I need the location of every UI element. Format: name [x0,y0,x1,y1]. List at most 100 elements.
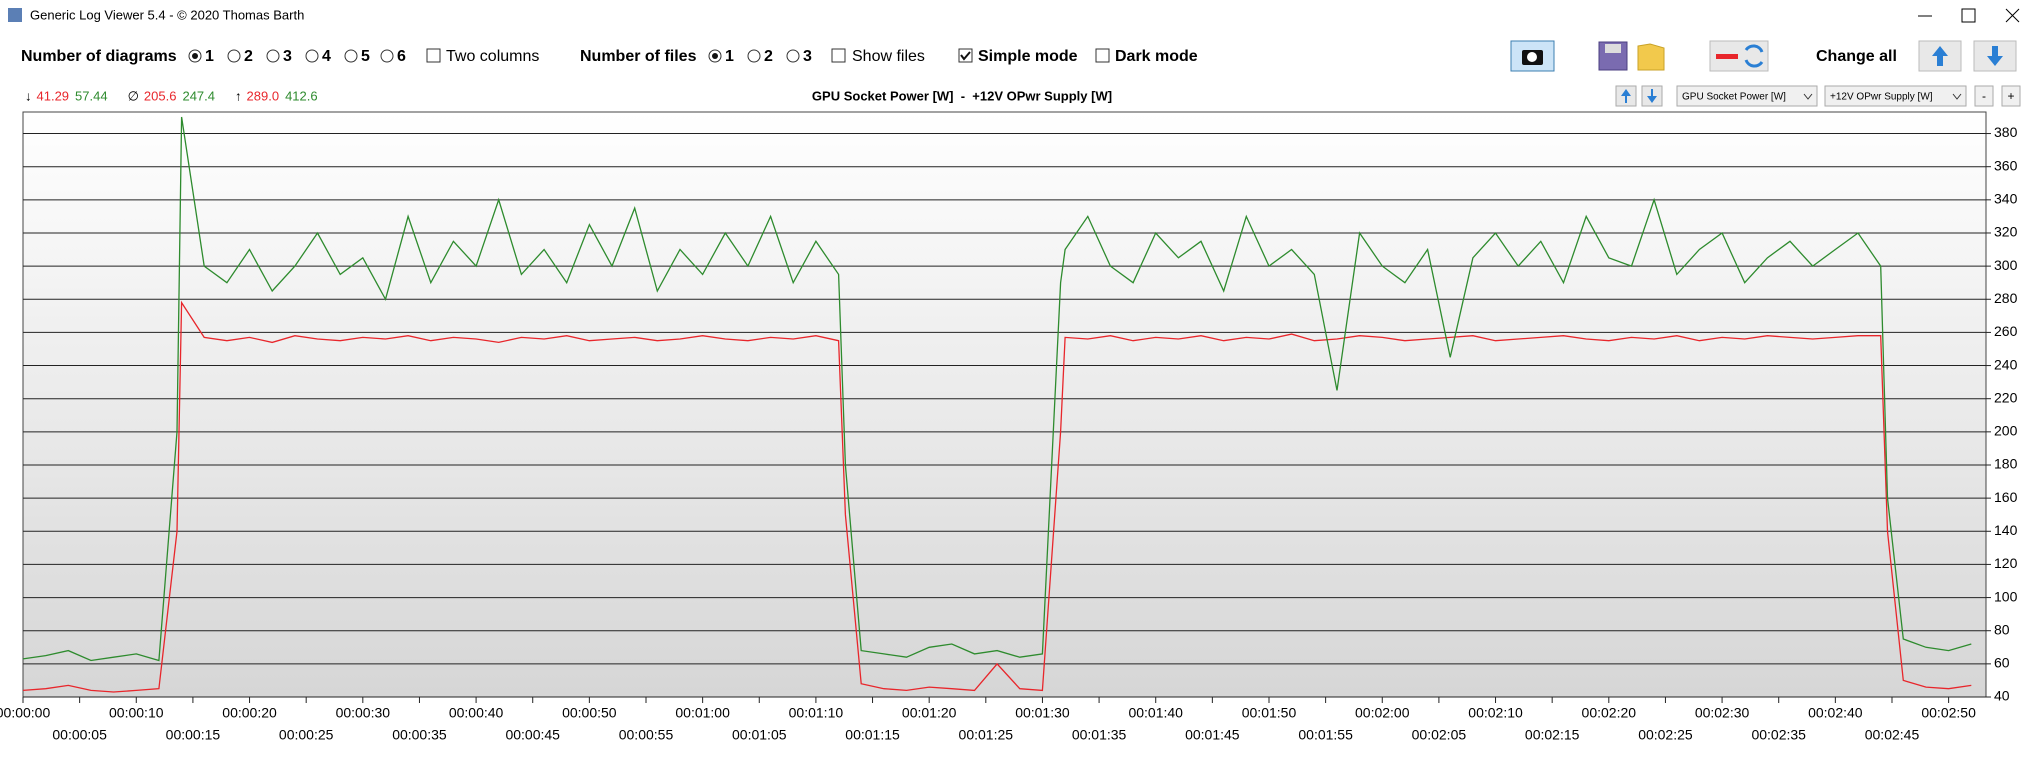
diagrams-label: Number of diagrams [21,48,177,65]
x-tick-label: 00:02:50 [1921,705,1976,721]
y-tick-label: 200 [1994,423,2018,439]
diagram-radio[interactable] [344,49,358,63]
dark-mode-label: Dark mode [1115,48,1198,65]
diagram-radio-dot [192,53,198,59]
files-label: Number of files [580,48,697,65]
open-button[interactable] [1637,43,1665,71]
x-tick-label: 00:02:10 [1468,705,1523,721]
x-tick-label: 00:00:30 [336,705,391,721]
x-tick-label: 00:01:10 [789,705,844,721]
y-tick-label: 220 [1994,389,2018,405]
stat-value: 247.4 [182,88,215,103]
x-tick-label: 00:02:40 [1808,705,1863,721]
dark-mode-checkbox[interactable] [1095,48,1110,63]
y-tick-label: 360 [1994,157,2018,173]
stat-value: 289.0 [247,88,280,103]
stat-symbol: ∅ [128,88,139,103]
diagram-option: 5 [361,48,370,65]
stat-symbol: ↑ [235,88,242,103]
zoom-button-label: + [2007,89,2014,103]
two-columns-checkbox[interactable] [426,48,441,63]
series-selector-label: GPU Socket Power [W] [1682,92,1786,103]
simple-mode-label: Simple mode [978,48,1078,65]
series-line [22,116,1972,662]
series-up-icon [1621,89,1631,103]
diagram-radio[interactable] [380,49,394,63]
stat-symbol: ↓ [25,88,32,103]
x-tick-label: 00:00:40 [449,705,504,721]
diagram-radio[interactable] [227,49,241,63]
diagram-option: 3 [283,48,292,65]
x-tick-label: 00:01:35 [1072,727,1127,743]
stat-value: 412.6 [285,88,318,103]
app-icon [8,8,22,22]
y-tick-label: 140 [1994,522,2018,538]
camera-lens [1527,52,1537,62]
simple-mode-checkbox-tick [960,51,971,61]
x-tick-label: 00:02:35 [1751,727,1806,743]
up-arrow-icon [1932,46,1948,66]
y-tick-label: 60 [1994,655,2010,671]
window-title: Generic Log Viewer 5.4 - © 2020 Thomas B… [30,7,304,22]
close-button[interactable] [2005,8,2020,23]
file-option: 3 [803,48,812,65]
chart-title: GPU Socket Power [W] - +12V OPwr Supply … [812,88,1112,103]
y-tick-label: 340 [1994,191,2018,207]
two-columns-label: Two columns [446,48,539,65]
change-all-label: Change all [1816,48,1897,65]
y-tick-label: 300 [1994,257,2018,273]
y-tick-label: 40 [1994,688,2010,704]
file-radio[interactable] [786,49,800,63]
diagram-radio[interactable] [266,49,280,63]
file-radio-dot [712,53,718,59]
zoom-button[interactable] [1974,85,1994,107]
save-icon-label [1605,44,1621,53]
series-down-icon [1647,89,1657,103]
x-tick-label: 00:02:05 [1412,727,1467,743]
x-tick-label: 00:00:05 [52,727,107,743]
stat-value: 57.44 [75,88,108,103]
down-arrow-icon [1987,46,2003,66]
x-tick-label: 00:00:00 [0,705,50,721]
dropdown-arrow [1952,93,1962,100]
y-tick-label: 320 [1994,224,2018,240]
diagram-radio[interactable] [305,49,319,63]
y-tick-label: 80 [1994,621,2010,637]
diagram-option: 1 [205,48,214,65]
series-selector[interactable] [1824,85,1967,107]
x-tick-label: 00:02:15 [1525,727,1580,743]
x-tick-label: 00:02:45 [1865,727,1920,743]
title-bar [0,0,2039,31]
x-tick-label: 00:01:50 [1242,705,1297,721]
y-tick-label: 280 [1994,290,2018,306]
maximize-button[interactable] [1961,8,1976,23]
y-tick-label: 100 [1994,588,2018,604]
x-tick-label: 00:00:10 [109,705,164,721]
series-selector[interactable] [1676,85,1818,107]
x-tick-label: 00:01:20 [902,705,957,721]
toolbar [0,31,2039,81]
x-tick-label: 00:01:30 [1015,705,1070,721]
x-tick-label: 00:02:20 [1582,705,1637,721]
diagram-option: 4 [322,48,331,65]
zoom-button[interactable] [2001,85,2021,107]
show-files-checkbox[interactable] [831,48,846,63]
plot-area [22,111,1987,698]
x-tick-label: 00:00:20 [222,705,277,721]
x-tick-label: 00:00:25 [279,727,334,743]
x-tick-label: 00:00:35 [392,727,447,743]
x-tick-label: 00:01:05 [732,727,787,743]
x-tick-label: 00:01:15 [845,727,900,743]
file-option: 1 [725,48,734,65]
file-radio[interactable] [747,49,761,63]
stat-value: 41.29 [37,88,70,103]
y-tick-label: 380 [1994,124,2018,140]
x-tick-label: 00:00:45 [505,727,560,743]
zoom-button-label: - [1982,89,1986,103]
y-tick-label: 180 [1994,456,2018,472]
series-selector-label: +12V OPwr Supply [W] [1830,92,1933,103]
x-tick-label: 00:01:00 [675,705,730,721]
diagram-option: 6 [397,48,406,65]
